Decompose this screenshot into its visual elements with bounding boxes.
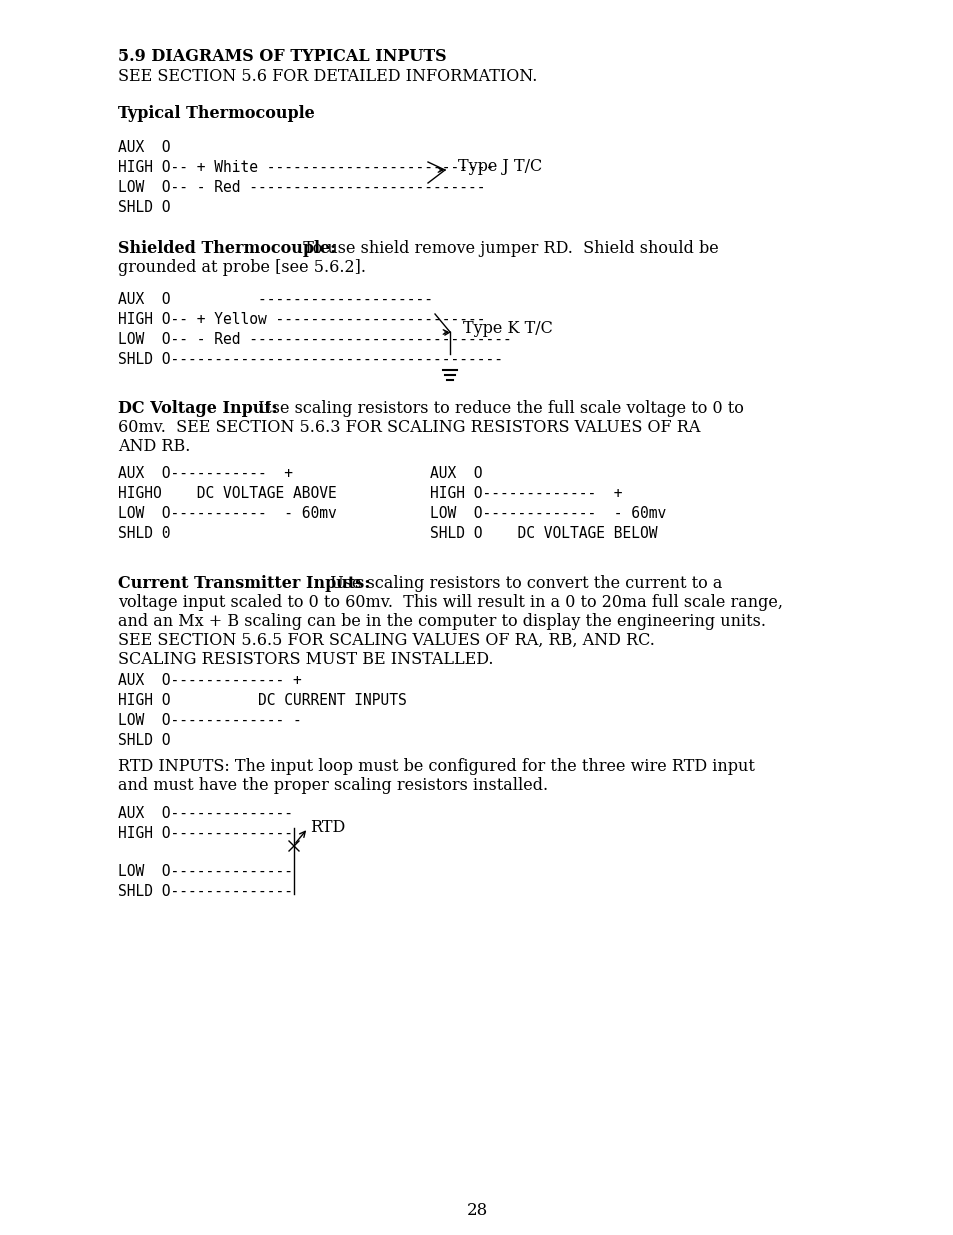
Text: LOW  O--------------: LOW O-------------- [118,864,293,879]
Text: SEE SECTION 5.6.5 FOR SCALING VALUES OF RA, RB, AND RC.: SEE SECTION 5.6.5 FOR SCALING VALUES OF … [118,632,654,650]
Text: AUX  O-----------  +: AUX O----------- + [118,466,293,480]
Text: Typical Thermocouple: Typical Thermocouple [118,105,314,122]
Text: SHLD O--------------: SHLD O-------------- [118,884,293,899]
Text: SHLD 0: SHLD 0 [118,526,171,541]
Text: AUX  O: AUX O [430,466,482,480]
Text: SHLD O: SHLD O [118,734,171,748]
Text: SHLD O: SHLD O [118,200,171,215]
Text: AUX  O: AUX O [118,140,171,156]
Text: Use scaling resistors to reduce the full scale voltage to 0 to: Use scaling resistors to reduce the full… [248,400,743,417]
Text: LOW  O-------------  - 60mv: LOW O------------- - 60mv [430,506,665,521]
Text: HIGHO    DC VOLTAGE ABOVE: HIGHO DC VOLTAGE ABOVE [118,487,336,501]
Text: and an Mx + B scaling can be in the computer to display the engineering units.: and an Mx + B scaling can be in the comp… [118,613,765,630]
Text: Type J T/C: Type J T/C [457,158,541,175]
Text: LOW  O------------- -: LOW O------------- - [118,713,301,727]
Text: LOW  O-----------  - 60mv: LOW O----------- - 60mv [118,506,336,521]
Text: SHLD O--------------------------------------: SHLD O----------------------------------… [118,352,502,367]
Text: 5.9 DIAGRAMS OF TYPICAL INPUTS: 5.9 DIAGRAMS OF TYPICAL INPUTS [118,48,446,65]
Text: Shielded Thermocouple:: Shielded Thermocouple: [118,240,335,257]
Text: SEE SECTION 5.6 FOR DETAILED INFORMATION.: SEE SECTION 5.6 FOR DETAILED INFORMATION… [118,68,537,85]
Text: 60mv.  SEE SECTION 5.6.3 FOR SCALING RESISTORS VALUES OF RA: 60mv. SEE SECTION 5.6.3 FOR SCALING RESI… [118,419,700,436]
Text: HIGH O-- + Yellow ------------------------: HIGH O-- + Yellow ----------------------… [118,312,485,327]
Text: LOW  O-- - Red ------------------------------: LOW O-- - Red --------------------------… [118,332,511,347]
Text: DC Voltage Input:: DC Voltage Input: [118,400,277,417]
Text: AUX  O--------------: AUX O-------------- [118,806,293,821]
Text: Current Transmitter Inputs:: Current Transmitter Inputs: [118,576,370,592]
Text: RTD INPUTS: The input loop must be configured for the three wire RTD input: RTD INPUTS: The input loop must be confi… [118,758,754,776]
Text: AUX  O          --------------------: AUX O -------------------- [118,291,433,308]
Text: RTD: RTD [310,819,345,836]
Text: and must have the proper scaling resistors installed.: and must have the proper scaling resisto… [118,777,548,794]
Text: grounded at probe [see 5.6.2].: grounded at probe [see 5.6.2]. [118,259,366,275]
Text: voltage input scaled to 0 to 60mv.  This will result in a 0 to 20ma full scale r: voltage input scaled to 0 to 60mv. This … [118,594,782,611]
Text: LOW  O-- - Red ---------------------------: LOW O-- - Red --------------------------… [118,180,485,195]
Text: AND RB.: AND RB. [118,438,191,454]
Text: HIGH O-------------  +: HIGH O------------- + [430,487,622,501]
Text: 28: 28 [466,1202,487,1219]
Text: Type K T/C: Type K T/C [462,320,553,337]
Text: HIGH O--------------: HIGH O-------------- [118,826,293,841]
Text: AUX  O------------- +: AUX O------------- + [118,673,301,688]
Text: SHLD O    DC VOLTAGE BELOW: SHLD O DC VOLTAGE BELOW [430,526,657,541]
Text: Use scaling resistors to convert the current to a: Use scaling resistors to convert the cur… [319,576,721,592]
Text: SCALING RESISTORS MUST BE INSTALLED.: SCALING RESISTORS MUST BE INSTALLED. [118,651,493,668]
Text: To use shield remove jumper RD.  Shield should be: To use shield remove jumper RD. Shield s… [293,240,718,257]
Text: HIGH O-- + White --------------------------: HIGH O-- + White -----------------------… [118,161,494,175]
Text: HIGH O          DC CURRENT INPUTS: HIGH O DC CURRENT INPUTS [118,693,406,708]
